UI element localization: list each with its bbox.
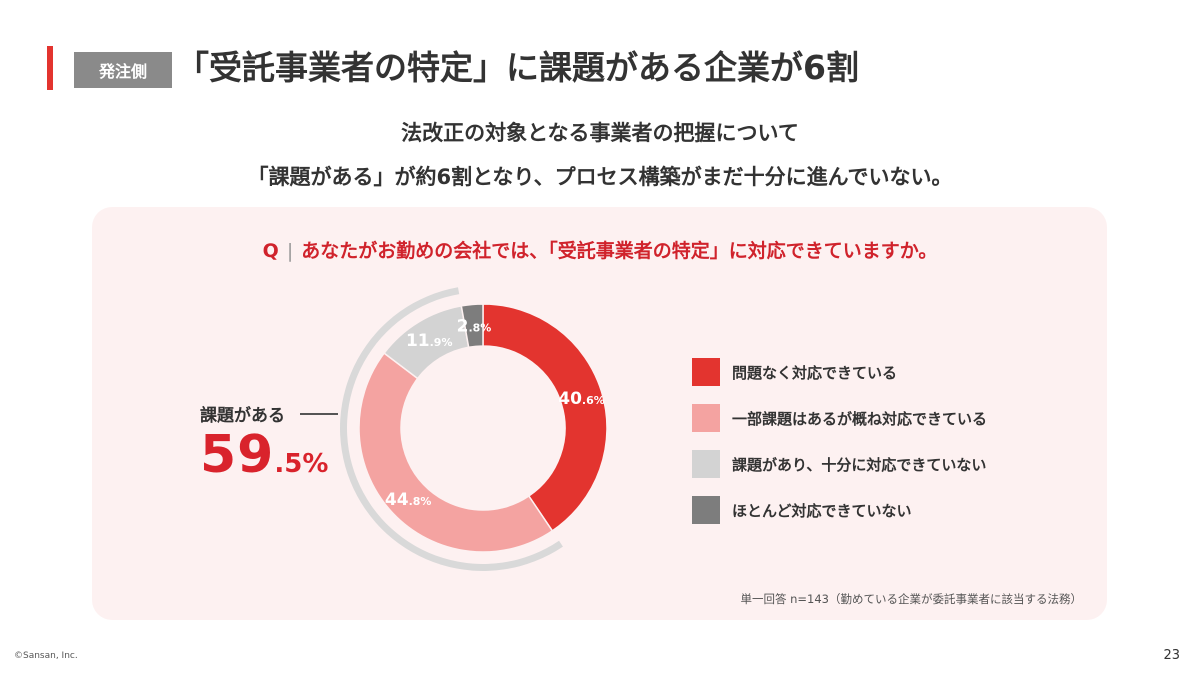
legend-label: 一部課題はあるが概ね対応できている bbox=[732, 409, 988, 428]
donut-slice bbox=[482, 303, 608, 532]
subtitle-line-1: 法改正の対象となる事業者の把握について bbox=[401, 121, 799, 145]
page-number: 23 bbox=[1163, 648, 1180, 663]
survey-question: Q | あなたがお勤めの会社では、「受託事業者の特定」に対応できていますか。 bbox=[0, 236, 1200, 263]
donut-slice bbox=[358, 352, 554, 553]
legend-item: ほとんど対応できていない bbox=[692, 496, 987, 524]
legend-label: 問題なく対応できている bbox=[732, 363, 898, 382]
subtitle-line-2: 「課題がある」が約6割となり、プロセス構築がまだ十分に進んでいない。 bbox=[247, 165, 953, 189]
chart-legend: 問題なく対応できている 一部課題はあるが概ね対応できている 課題があり、十分に対… bbox=[692, 358, 987, 542]
sample-note: 単一回答 n=143（勤めている企業が委託事業者に該当する法務） bbox=[740, 592, 1082, 606]
legend-swatch bbox=[692, 496, 720, 524]
issue-value-decimal: .5% bbox=[274, 449, 329, 479]
slice-label: 2.8% bbox=[457, 316, 492, 336]
question-separator: | bbox=[286, 240, 294, 262]
issue-bracket-value: 59.5% bbox=[200, 425, 328, 485]
legend-item: 問題なく対応できている bbox=[692, 358, 987, 386]
page-title: 「受託事業者の特定」に課題がある企業が6割 bbox=[176, 48, 859, 87]
issue-value-main: 59 bbox=[200, 425, 275, 485]
copyright: ©Sansan, Inc. bbox=[14, 651, 78, 661]
legend-label: 課題があり、十分に対応できていない bbox=[732, 455, 987, 474]
legend-swatch bbox=[692, 404, 720, 432]
side-tag: 発注側 bbox=[74, 52, 172, 88]
legend-swatch bbox=[692, 450, 720, 478]
slice-label: 40.6% bbox=[558, 389, 605, 409]
donut-slice bbox=[460, 303, 484, 349]
question-prefix: Q bbox=[262, 240, 279, 262]
legend-item: 一部課題はあるが概ね対応できている bbox=[692, 404, 987, 432]
slice-label: 44.8% bbox=[385, 490, 432, 510]
question-text: あなたがお勤めの会社では、「受託事業者の特定」に対応できていますか。 bbox=[301, 240, 938, 262]
title-accent-bar bbox=[47, 46, 53, 90]
issue-bracket-label: 課題がある bbox=[200, 406, 285, 426]
legend-label: ほとんど対応できていない bbox=[732, 501, 912, 520]
issue-bracket-leader-line bbox=[300, 413, 338, 415]
slice-label: 11.9% bbox=[406, 331, 453, 351]
legend-swatch bbox=[692, 358, 720, 386]
legend-item: 課題があり、十分に対応できていない bbox=[692, 450, 987, 478]
